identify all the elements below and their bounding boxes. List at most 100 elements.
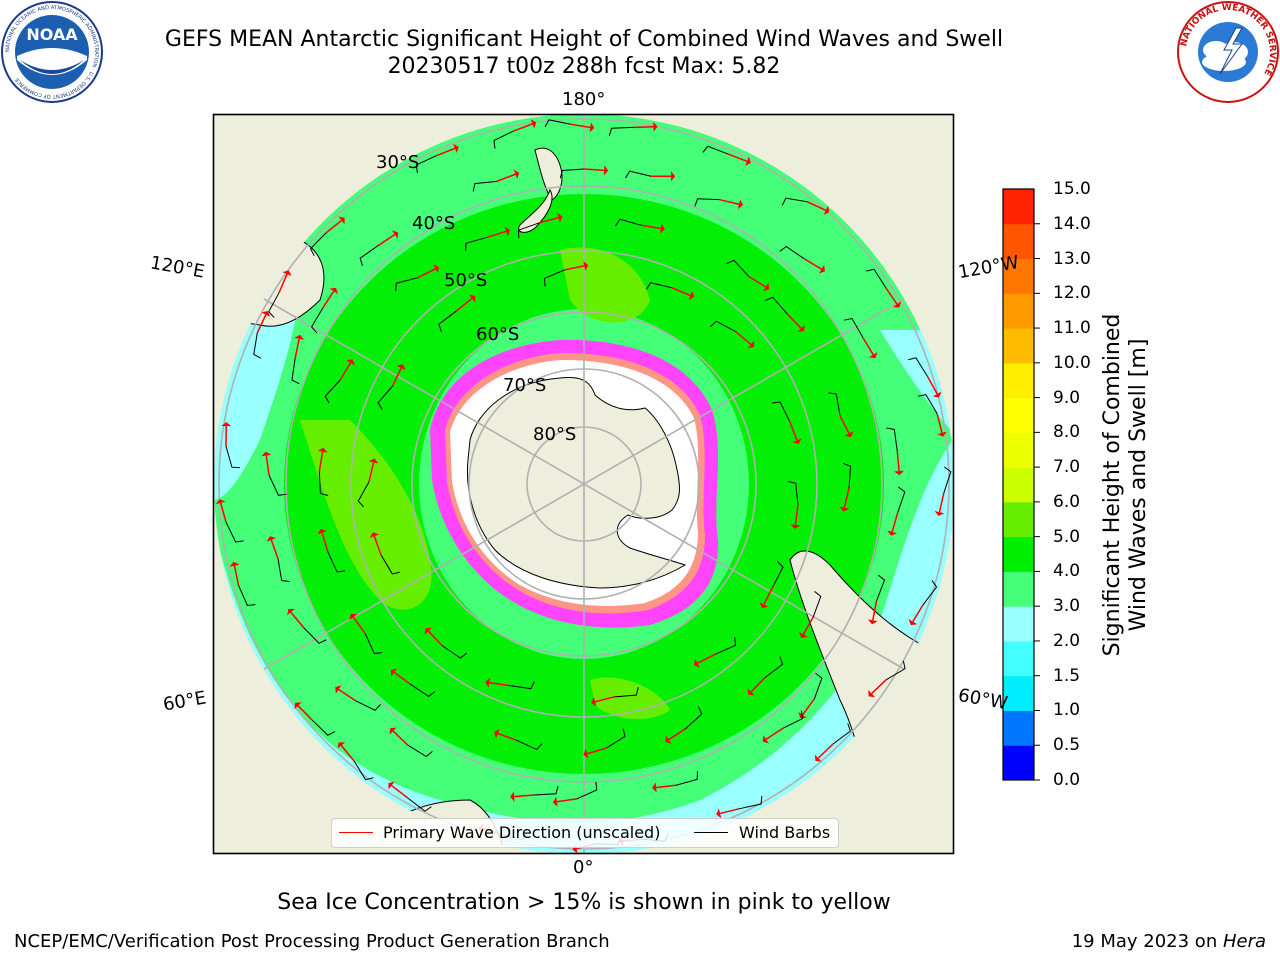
- wave-arrow-shaft: [633, 126, 654, 129]
- colorbar-tick-label: 11.0: [1053, 318, 1091, 339]
- wave-arrow-shaft: [763, 586, 774, 605]
- wave-arrow-shaft: [926, 376, 938, 395]
- colorbar-tick-label: 0.0: [1053, 770, 1081, 790]
- wave-arrow-head: [867, 619, 878, 625]
- wave-arrow-head: [287, 609, 295, 616]
- land-new-zealand-south: [518, 188, 553, 233]
- wind-barb: [225, 445, 240, 469]
- wind-barb: [277, 558, 290, 583]
- wave-arrow-shaft: [352, 616, 366, 634]
- wave-arrow-head: [763, 282, 770, 292]
- wave-arrow-shaft: [564, 265, 585, 271]
- wind-barb: [291, 358, 300, 385]
- wave-arrow-head: [552, 796, 558, 807]
- wave-arrow-head: [349, 614, 358, 621]
- wave-arrow-shaft: [340, 745, 355, 762]
- wind-barb: [380, 554, 401, 575]
- wind-barb: [675, 771, 698, 786]
- wind-barb: [765, 296, 788, 315]
- wind-barb: [842, 462, 852, 489]
- wind-barb: [614, 687, 639, 698]
- wave-arrow-shaft: [391, 784, 408, 799]
- wave-arrow-head: [468, 294, 476, 303]
- wind-barb: [779, 245, 805, 260]
- wave-arrow-head: [317, 528, 327, 535]
- wave-arrow-shaft: [786, 313, 802, 329]
- wave-arrow-head: [369, 532, 380, 538]
- wave-arrow-shaft: [872, 600, 878, 621]
- wind-barb: [782, 710, 804, 729]
- wind-barb: [311, 307, 324, 334]
- legend-barb-swatch: [694, 832, 728, 833]
- colorbar-tick-label: 1.0: [1053, 700, 1081, 721]
- colorbar-label-line-1: Significant Height of Combined: [1100, 313, 1125, 657]
- noaa-logo-text: NOAA: [26, 25, 78, 44]
- wave-arrow-head: [261, 311, 271, 317]
- wave-arrow-head: [814, 754, 822, 762]
- wind-barb: [493, 130, 514, 149]
- wave-arrow-head: [747, 340, 755, 349]
- legend-wave-swatch: [339, 832, 373, 833]
- wave-arrow-shaft: [843, 488, 850, 508]
- wave-arrow-head: [329, 287, 338, 295]
- wind-barb: [615, 218, 642, 227]
- wave-arrow-shaft: [794, 504, 799, 525]
- wind-barb: [885, 660, 906, 681]
- colorbar-segment: [1003, 397, 1034, 433]
- wave-arrow-shaft: [735, 330, 752, 345]
- wave-arrow-shaft: [801, 698, 815, 716]
- colorbar-segment: [1003, 258, 1034, 294]
- wind-barb: [441, 645, 467, 659]
- wave-arrow-shaft: [325, 219, 342, 234]
- wave-arrow-head: [818, 264, 825, 274]
- wave-arrow-head: [221, 422, 232, 427]
- wind-barb: [772, 561, 784, 587]
- wave-arrow-head: [762, 735, 769, 744]
- wave-arrow-shaft: [862, 337, 874, 356]
- wave-arrow-head: [797, 324, 805, 332]
- lat-label-80s: 80°S: [533, 424, 577, 445]
- wind-barbs: [225, 119, 952, 846]
- wave-arrow-head: [390, 668, 398, 677]
- wave-arrow-shaft: [294, 338, 300, 359]
- wind-barb: [357, 481, 370, 508]
- colorbar-tick-label: 1.5: [1053, 665, 1081, 686]
- wind-barb: [238, 585, 256, 606]
- wave-arrow-head: [266, 536, 277, 542]
- wave-arrow-shaft: [373, 535, 382, 556]
- wave-arrow-shaft: [789, 421, 798, 441]
- wave-arrow-shaft: [368, 462, 375, 483]
- wind-barb: [625, 170, 652, 179]
- wind-barb: [764, 656, 784, 678]
- legend-wave-label: Primary Wave Direction (unscaled): [383, 823, 661, 842]
- wave-arrow-head: [759, 602, 769, 609]
- wave-arrow-shaft: [871, 679, 887, 695]
- colorbar-segment: [1003, 189, 1034, 225]
- wind-barb: [608, 126, 634, 137]
- wave-arrow-shaft: [278, 273, 288, 293]
- wave-arrow-head: [652, 782, 657, 793]
- wave-arrow-head: [510, 791, 515, 802]
- wind-barb: [543, 269, 565, 287]
- wind-barb: [407, 797, 432, 812]
- wind-barb: [410, 683, 436, 698]
- wave-arrow-head: [337, 742, 346, 749]
- host-name: Hera: [1222, 931, 1266, 952]
- wave-arrow-head: [747, 688, 755, 696]
- colorbar-segment: [1003, 432, 1034, 468]
- wave-arrow-shaft: [321, 532, 329, 553]
- wave-arrow-head: [261, 451, 272, 457]
- wind-barb: [518, 222, 540, 239]
- graticule: [218, 114, 950, 854]
- wave-arrow-head: [583, 748, 589, 759]
- date-prefix: 19 May 2023 on: [1071, 931, 1223, 952]
- wave-arrow-shaft: [297, 705, 313, 721]
- lat-label-50s: 50°S: [444, 270, 488, 291]
- colorbar-segment: [1003, 640, 1034, 677]
- wave-arrow-head: [453, 143, 459, 154]
- wave-arrow-shaft: [322, 290, 335, 309]
- colorbar-tick-label: 6.0: [1053, 491, 1081, 512]
- wave-arrow-shaft: [539, 216, 559, 224]
- colorbar-tick-label: 4.0: [1053, 561, 1081, 582]
- wind-barb: [772, 401, 791, 422]
